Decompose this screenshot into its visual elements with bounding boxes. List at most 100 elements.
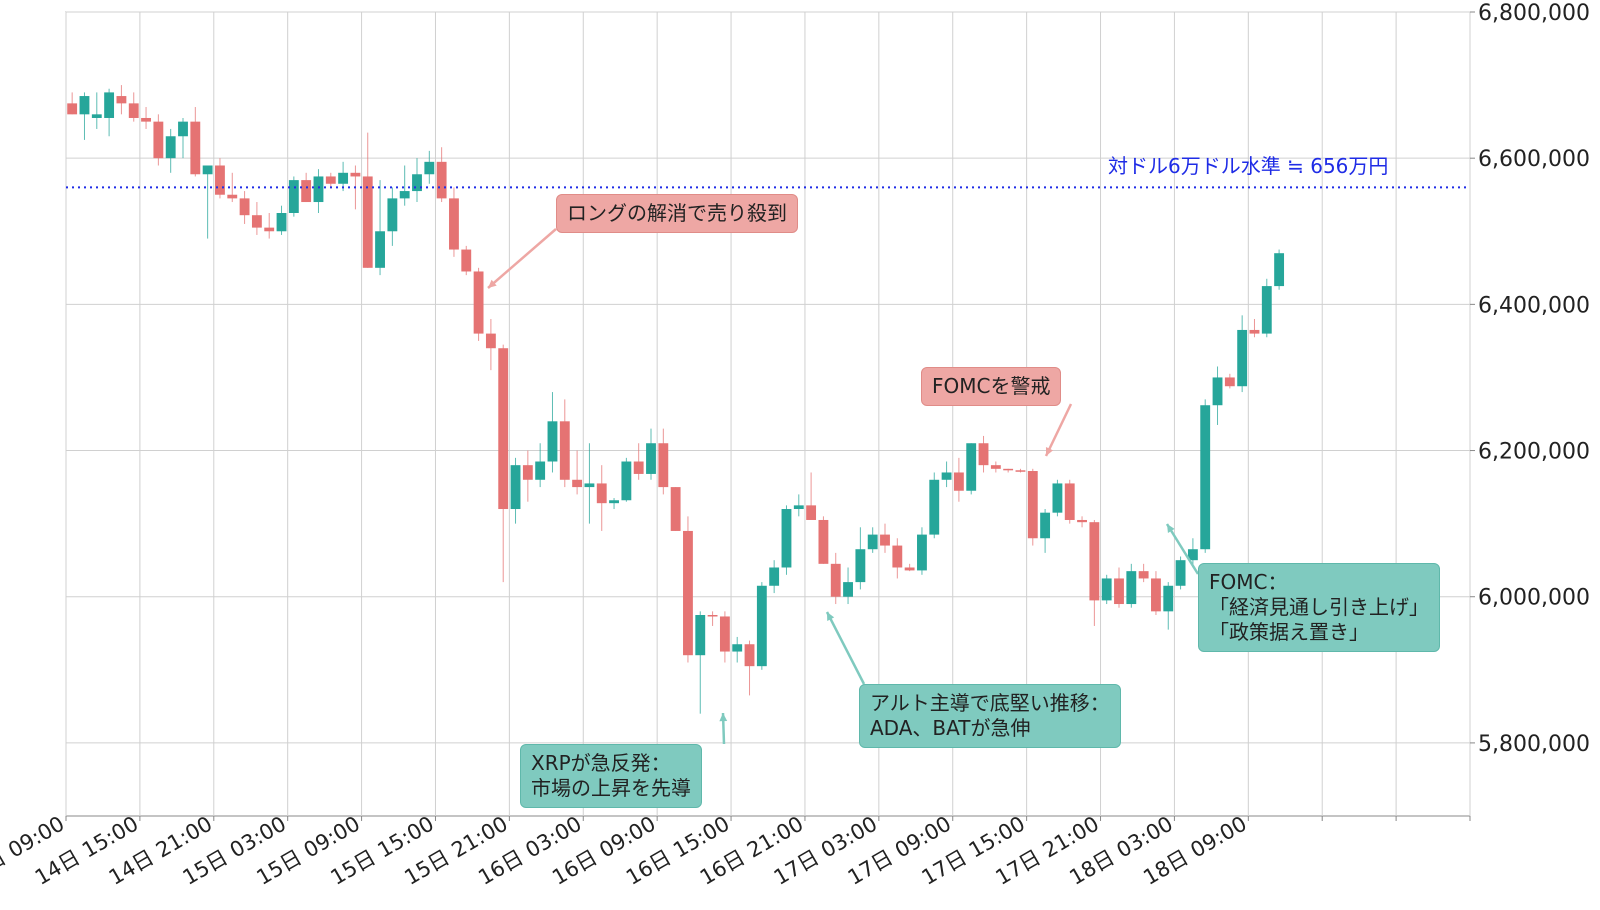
arrow-shaft [1044,403,1073,457]
annotation-fomc-caution: FOMCを警戒 [921,367,1062,406]
candle [658,428,669,495]
candle-body [929,479,940,535]
candle [153,114,164,166]
candle [239,191,250,224]
candle-body [670,487,681,531]
candle-body [941,472,952,480]
candle-body [1224,377,1235,387]
candle-body [350,172,361,177]
candle-body [719,616,730,652]
candle [572,450,583,495]
candle-body [1200,405,1211,550]
candles [67,85,1285,714]
candle [387,187,398,246]
annotation-xrp-rebound: XRPが急反発： 市場の上昇を先導 [520,744,702,808]
candle [202,165,213,239]
candle-body [362,176,373,268]
candle [449,187,459,257]
candle [941,461,952,488]
annotation-long-liquidation: ロングの解消で売り殺到 [556,194,798,233]
candle-body [288,180,299,213]
candle [1261,278,1272,338]
candle-body [609,500,619,504]
candle-body [1187,549,1198,561]
candle-body [818,519,829,564]
candle-body [559,421,570,480]
candle-body [251,215,262,228]
candle [1200,399,1211,553]
candle-body [190,121,201,175]
candle-body [215,165,225,195]
candle [769,560,780,594]
candle [547,392,558,473]
candle [141,107,151,129]
y-tick-label: 6,200,000 [1478,440,1590,465]
candle-body [1052,483,1063,513]
candle-body [646,443,656,474]
candle [1138,563,1149,583]
candle [510,457,521,524]
candle [953,457,964,502]
candle-body [1101,578,1112,601]
candle-body [424,161,435,175]
candle [707,611,718,626]
candle [1212,366,1223,425]
candle [1089,519,1100,626]
candle-body [141,117,151,122]
candle [929,472,940,539]
candle [227,172,238,203]
candle [1163,582,1174,630]
candle [79,92,90,140]
candle-body [276,213,287,232]
candle [116,85,127,115]
candle [424,150,435,184]
candle-body [1077,519,1087,523]
candle [325,172,336,188]
y-tick-label: 6,400,000 [1478,293,1590,318]
candle [559,399,570,488]
candle-body [399,191,410,199]
candle [1003,468,1014,473]
candle [1114,567,1124,608]
candle-body [116,96,127,104]
candle [67,92,78,115]
reference-line-label: 対ドル6万ドル水準 ≒ 656万円 [1108,154,1389,178]
arrow-xrp-rebound [719,712,728,745]
candle-body [485,333,496,349]
candle [1064,479,1075,524]
candle [892,538,903,579]
candle-body [535,461,546,480]
candle [966,443,977,495]
candle-body [338,172,349,184]
arrow-fomc-caution [1044,403,1073,457]
candle-body [781,509,792,568]
candle [264,213,275,239]
candle-body [436,161,447,199]
candle-body [313,176,324,203]
arrow-shaft [487,228,557,289]
candle [375,180,385,276]
candle-body [498,348,509,510]
candle [313,169,324,213]
arrow-head [827,612,835,621]
candle-body [1175,560,1186,586]
candle [756,582,767,670]
candle [1237,315,1248,393]
candle-body [79,96,90,115]
candle [1175,556,1186,590]
candle-body [830,563,841,597]
candle [338,161,349,192]
candle [818,516,829,564]
candle-body [1114,578,1124,605]
candle [498,344,509,583]
candle-body [917,534,927,571]
candle [1151,571,1161,615]
candle [584,443,595,524]
candle-body [104,92,115,118]
candle [670,487,681,531]
candle [904,563,915,572]
candle-body [793,505,804,510]
candle [1224,373,1235,389]
candle-body [1261,286,1272,334]
